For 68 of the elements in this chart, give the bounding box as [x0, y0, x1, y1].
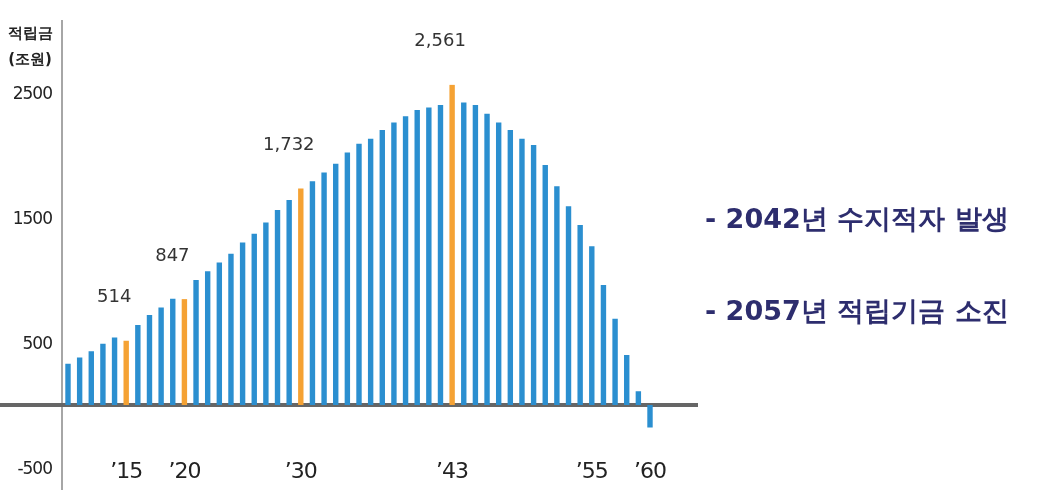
- bar: [333, 163, 339, 405]
- y-tick-label: 1500: [12, 207, 53, 228]
- bar: [263, 222, 269, 405]
- bar: [530, 145, 537, 405]
- bar: [554, 186, 560, 405]
- data-label: 514: [97, 285, 132, 307]
- x-tick-label: ’30: [284, 457, 317, 483]
- x-tick-label: ’55: [575, 457, 608, 483]
- bar: [181, 299, 188, 405]
- bar: [344, 152, 351, 405]
- bar: [76, 357, 83, 405]
- bar: [158, 307, 164, 405]
- bar: [495, 122, 502, 405]
- bar: [321, 172, 327, 405]
- bar: [367, 138, 374, 405]
- y-tick-label: -500: [17, 457, 53, 478]
- bar: [624, 355, 630, 405]
- x-tick-label: ’20: [168, 457, 201, 483]
- bar: [449, 84, 455, 405]
- bar: [193, 280, 199, 405]
- bar: [379, 130, 385, 405]
- text: - 2057년 적립기금 소진: [705, 294, 1009, 326]
- bar: [356, 143, 362, 405]
- bar: [286, 200, 292, 405]
- bar: [402, 116, 409, 405]
- data-label: 847: [155, 243, 190, 265]
- bar: [216, 262, 223, 405]
- y-tick-label: 500: [22, 332, 53, 353]
- bar: [170, 298, 176, 405]
- x-tick-label: ’60: [634, 457, 666, 483]
- data-label: 1,732: [263, 133, 315, 154]
- bar: [88, 351, 94, 405]
- bar: [589, 246, 595, 405]
- bar: [484, 113, 490, 405]
- x-tick-label: ’15: [110, 457, 143, 483]
- bar: [437, 105, 444, 405]
- bar: [414, 110, 420, 405]
- bar: [565, 206, 572, 405]
- x-tick-label: ’43: [436, 457, 469, 483]
- y-axis-title: 적립금 (조원): [7, 24, 53, 68]
- bar: [298, 188, 304, 405]
- bar: [461, 102, 467, 405]
- bar: [251, 233, 257, 405]
- bar: [426, 107, 432, 405]
- bar: [542, 165, 548, 405]
- bar: [100, 343, 106, 405]
- text: - 2042년 수지적자 발생: [705, 202, 1009, 234]
- bar: [111, 337, 118, 405]
- bar: [635, 391, 642, 405]
- bar: [647, 405, 653, 428]
- bar: [309, 181, 316, 405]
- bar: [228, 253, 234, 405]
- bar: [123, 340, 129, 405]
- bar: [135, 325, 141, 405]
- bar: [507, 130, 514, 405]
- bar: [146, 315, 153, 405]
- bar: [577, 225, 583, 405]
- bar: [612, 318, 618, 405]
- bar: [204, 271, 211, 405]
- bar: [239, 242, 246, 405]
- bar: [472, 105, 479, 405]
- y-tick-label: 2500: [12, 82, 53, 103]
- data-label: 2,561: [414, 29, 466, 51]
- bar: [65, 363, 71, 405]
- bar: [519, 138, 525, 405]
- bar: [274, 210, 281, 405]
- bar: [391, 122, 397, 405]
- bar: [600, 285, 607, 405]
